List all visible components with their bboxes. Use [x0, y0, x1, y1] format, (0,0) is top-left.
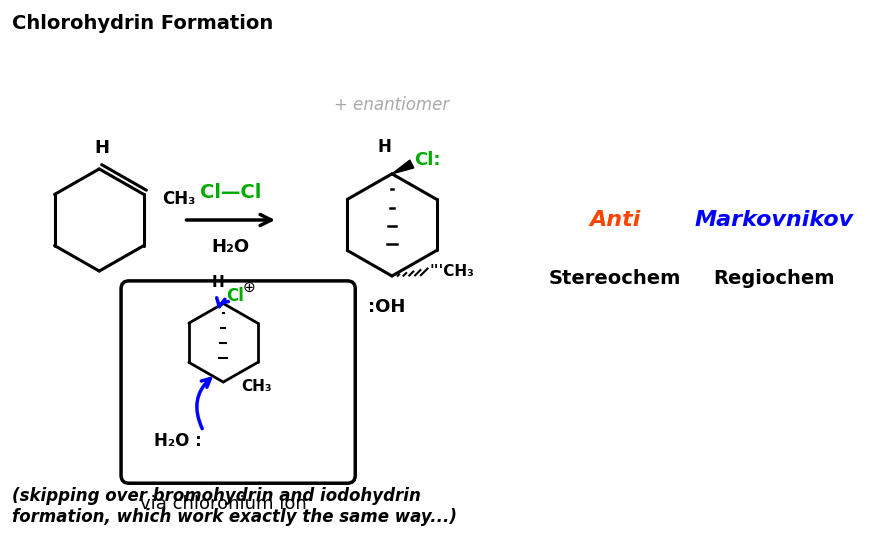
Text: Regiochem: Regiochem [713, 270, 835, 288]
Text: :OH: :OH [368, 297, 406, 316]
Text: Stereochem: Stereochem [549, 270, 682, 288]
Text: + enantiomer: + enantiomer [335, 96, 449, 114]
Text: CH₃: CH₃ [162, 191, 195, 208]
Text: '''CH₃: '''CH₃ [430, 264, 475, 279]
Text: Cl:: Cl: [413, 151, 440, 169]
Text: Chlorohydrin Formation: Chlorohydrin Formation [12, 14, 274, 33]
Text: via chloronium ion: via chloronium ion [140, 495, 307, 513]
Text: H: H [212, 274, 225, 290]
Text: H₂O :: H₂O : [154, 432, 202, 450]
Text: H: H [377, 138, 391, 156]
Text: (skipping over bromohydrin and iodohydrin
formation, which work exactly the same: (skipping over bromohydrin and iodohydri… [12, 487, 457, 526]
Text: Cl—Cl: Cl—Cl [199, 183, 261, 202]
Text: Anti: Anti [590, 210, 641, 230]
Text: Markovnikov: Markovnikov [695, 210, 854, 230]
FancyBboxPatch shape [121, 281, 355, 483]
Text: H₂O: H₂O [212, 238, 249, 256]
Text: CH₃: CH₃ [241, 380, 272, 395]
Text: Cl: Cl [226, 287, 244, 304]
Text: H: H [94, 139, 110, 157]
Text: ⊕: ⊕ [243, 280, 255, 295]
Polygon shape [392, 160, 413, 174]
